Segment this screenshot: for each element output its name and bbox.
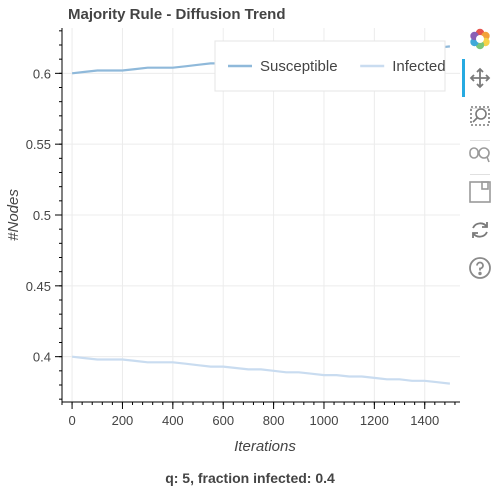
chart-title: Majority Rule - Diffusion Trend	[68, 6, 286, 23]
x-axis-label: Iterations	[234, 438, 296, 455]
x-tick-label: 400	[162, 413, 184, 428]
y-tick-label: 0.4	[33, 350, 51, 365]
pan-icon[interactable]	[468, 66, 492, 90]
series-line-infected	[71, 355, 451, 385]
x-tick-label: 1200	[360, 413, 389, 428]
legend-box	[214, 40, 446, 92]
wheel-zoom-icon[interactable]	[468, 142, 492, 166]
y-tick-label: 0.6	[33, 66, 51, 81]
toolbar-divider	[470, 140, 490, 141]
x-tick-label: 1400	[410, 413, 439, 428]
y-tick-label: 0.55	[26, 137, 51, 152]
x-tick-label: 600	[212, 413, 234, 428]
pan-active-indicator	[462, 59, 465, 97]
x-tick-label: 0	[68, 413, 75, 428]
save-icon[interactable]	[468, 180, 492, 204]
x-tick-label: 1000	[310, 413, 339, 428]
x-tick-label: 800	[263, 413, 285, 428]
toolbar-divider	[470, 174, 490, 175]
axes: 0 200 400 600 800 1000 1200 1400 0.4 0.45 0.5 0.55 0…	[26, 28, 460, 428]
reset-icon[interactable]	[468, 218, 492, 242]
help-icon[interactable]	[468, 256, 492, 280]
legend-label-infected: Infected	[392, 58, 445, 75]
y-tick-label: 0.5	[33, 208, 51, 223]
x-tick-label: 200	[112, 413, 134, 428]
box-zoom-icon[interactable]	[468, 104, 492, 128]
legend-label-susceptible: Susceptible	[260, 58, 338, 75]
legend: Susceptible Infected	[214, 40, 446, 92]
toolbar	[462, 24, 498, 294]
chart-subtitle: q: 5, fraction infected: 0.4	[165, 470, 335, 486]
y-tick-label: 0.45	[26, 279, 51, 294]
y-axis-label: #Nodes	[5, 189, 22, 241]
bokeh-logo-icon[interactable]	[468, 27, 492, 51]
